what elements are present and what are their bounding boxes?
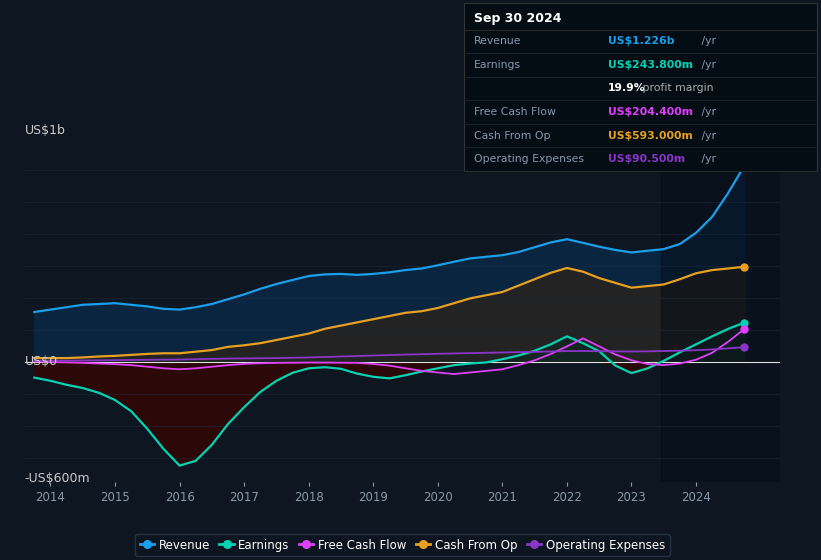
Text: Sep 30 2024: Sep 30 2024 bbox=[474, 12, 562, 25]
Text: /yr: /yr bbox=[698, 107, 716, 117]
Text: 19.9%: 19.9% bbox=[608, 83, 645, 94]
Text: profit margin: profit margin bbox=[639, 83, 713, 94]
Text: /yr: /yr bbox=[698, 60, 716, 70]
Text: Operating Expenses: Operating Expenses bbox=[474, 154, 584, 164]
Text: US$0: US$0 bbox=[25, 355, 57, 368]
Text: -US$600m: -US$600m bbox=[25, 472, 90, 484]
Text: US$90.500m: US$90.500m bbox=[608, 154, 685, 164]
Text: US$1.226b: US$1.226b bbox=[608, 36, 674, 46]
Text: Revenue: Revenue bbox=[474, 36, 521, 46]
Text: /yr: /yr bbox=[698, 154, 716, 164]
Text: US$204.400m: US$204.400m bbox=[608, 107, 693, 117]
Legend: Revenue, Earnings, Free Cash Flow, Cash From Op, Operating Expenses: Revenue, Earnings, Free Cash Flow, Cash … bbox=[135, 534, 670, 556]
Text: Earnings: Earnings bbox=[474, 60, 521, 70]
Text: Cash From Op: Cash From Op bbox=[474, 130, 550, 141]
Text: US$1b: US$1b bbox=[25, 124, 66, 137]
Text: US$243.800m: US$243.800m bbox=[608, 60, 693, 70]
Text: /yr: /yr bbox=[698, 36, 716, 46]
Text: Free Cash Flow: Free Cash Flow bbox=[474, 107, 556, 117]
Text: US$593.000m: US$593.000m bbox=[608, 130, 692, 141]
Text: /yr: /yr bbox=[698, 130, 716, 141]
Bar bbox=[661, 146, 821, 482]
